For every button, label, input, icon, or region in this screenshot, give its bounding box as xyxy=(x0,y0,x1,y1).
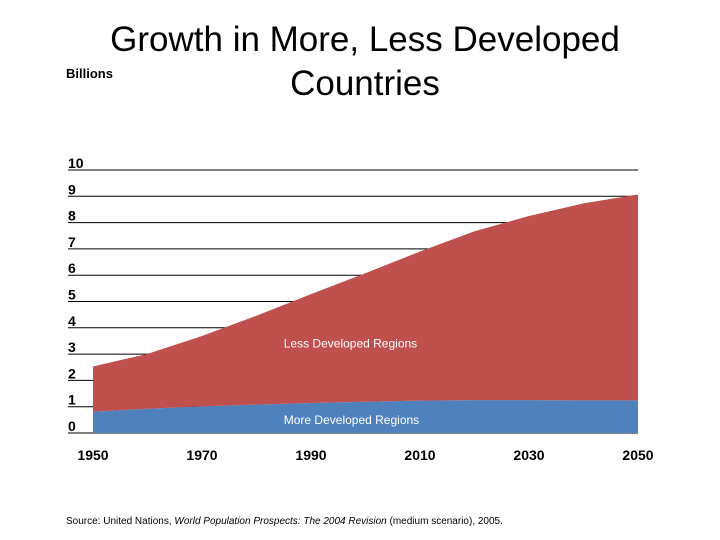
y-tick-7: 7 xyxy=(68,234,76,250)
chart-title-line1: Growth in More, Less Developed xyxy=(110,20,620,59)
area-series xyxy=(93,194,638,433)
y-tick-4: 4 xyxy=(68,313,76,329)
x-tick-1970: 1970 xyxy=(186,447,217,463)
x-tick-2050: 2050 xyxy=(622,447,653,463)
source-prefix: Source: United Nations, xyxy=(66,516,175,527)
y-tick-0: 0 xyxy=(68,418,76,434)
x-tick-labels: 1950 1970 1990 2010 2030 2050 xyxy=(77,447,653,463)
y-tick-3: 3 xyxy=(68,339,76,355)
y-tick-8: 8 xyxy=(68,208,76,224)
y-axis-label: Billions xyxy=(66,66,113,81)
y-tick-5: 5 xyxy=(68,287,76,303)
source-note: Source: United Nations, World Population… xyxy=(66,516,503,527)
y-tick-1: 1 xyxy=(68,392,76,408)
chart-title: Growth in More, Less Developed Countries xyxy=(60,18,670,106)
x-tick-2030: 2030 xyxy=(513,447,544,463)
y-tick-9: 9 xyxy=(68,181,76,197)
y-tick-2: 2 xyxy=(68,365,76,381)
y-tick-labels: 0 1 2 3 4 5 6 7 8 9 10 xyxy=(68,155,84,434)
y-tick-10: 10 xyxy=(68,155,84,171)
area-more-developed-regions xyxy=(93,400,638,433)
x-tick-2010: 2010 xyxy=(404,447,435,463)
y-tick-6: 6 xyxy=(68,260,76,276)
x-tick-1990: 1990 xyxy=(295,447,326,463)
label-more-developed-regions: More Developed Regions xyxy=(284,413,419,427)
x-tick-1950: 1950 xyxy=(77,447,108,463)
label-less-developed-regions: Less Developed Regions xyxy=(284,337,417,351)
source-suffix: (medium scenario), 2005. xyxy=(386,516,503,527)
source-publication: World Population Prospects: The 2004 Rev… xyxy=(174,516,387,527)
region-labels: More Developed Regions Less Developed Reg… xyxy=(284,337,419,427)
chart-title-line2: Countries xyxy=(290,64,440,103)
area-less-developed-regions xyxy=(93,194,638,412)
